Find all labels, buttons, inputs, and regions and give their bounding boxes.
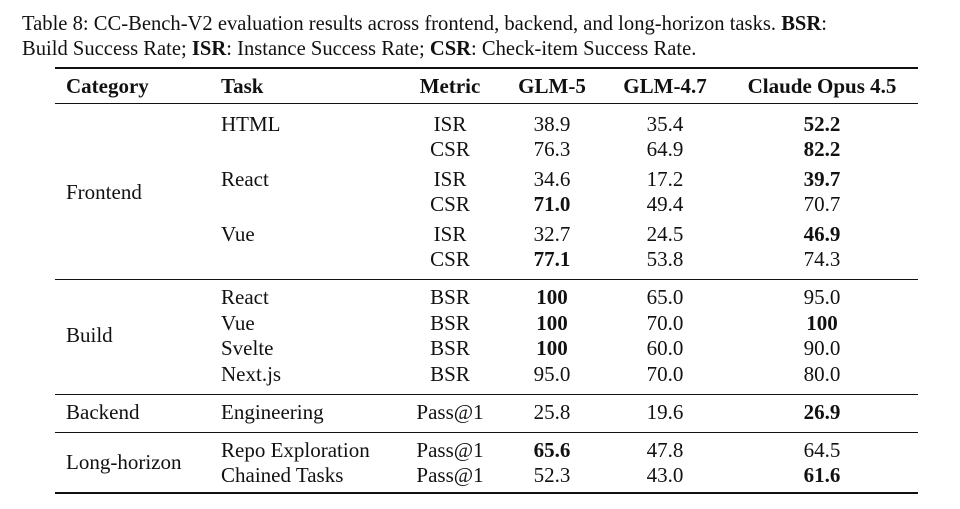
score: 82.2 [803,137,841,161]
score: 74.3 [803,247,841,271]
score: 65.0 [646,285,684,309]
table-rule [55,431,918,433]
category-name: Build [66,323,113,348]
task-name: Svelte [221,336,274,360]
score: 95.0 [803,285,841,309]
score: 49.4 [646,192,684,216]
score: 25.8 [533,399,571,424]
caption-text: : Check-item Success Rate. [471,38,697,60]
table-rule [55,393,918,395]
score: 90.0 [803,336,841,360]
score: 52.2 [803,112,841,136]
score: 76.3 [533,137,571,161]
score: 65.6 [533,437,571,462]
score: 47.8 [646,437,684,462]
score: 60.0 [646,336,684,360]
metric-name: BSR [430,336,470,360]
metric-name: ISR [433,167,467,191]
table-rule [55,492,918,494]
caption-text: Table 8: CC-Bench-V2 evaluation results … [22,13,782,35]
score: 61.6 [803,463,841,487]
score: 100 [536,285,568,309]
score: 95.0 [533,361,571,386]
score: 43.0 [646,463,684,487]
task-name: React [221,167,269,191]
score: 70.7 [803,192,841,216]
score: 26.9 [803,399,841,424]
score: 100 [536,310,568,335]
score: 52.3 [533,463,571,487]
metric-name: CSR [430,247,470,271]
score: 100 [806,310,838,335]
score: 100 [536,336,568,360]
metric-name: BSR [430,361,470,386]
category-name: Backend [66,399,140,424]
score: 34.6 [533,167,571,191]
metric-name: CSR [430,192,470,216]
metric-name: Pass@1 [416,399,484,424]
metric-name: ISR [433,222,467,246]
caption-text: : Instance Success Rate; [226,38,430,60]
score: 32.7 [533,222,571,246]
score: 35.4 [646,112,684,136]
score: 38.9 [533,112,571,136]
table-rule [55,279,918,281]
score: 53.8 [646,247,684,271]
metric-name: Pass@1 [416,463,484,487]
task-name: Chained Tasks [221,463,344,487]
caption-text: Build Success Rate; [22,38,192,60]
task-name: Next.js [221,361,282,386]
caption-line: Build Success Rate; ISR: Instance Succes… [22,37,696,61]
task-name: Engineering [221,399,324,424]
model-header: Claude Opus 4.5 [747,74,897,98]
caption-text: : [821,13,827,35]
score: 71.0 [533,192,571,216]
caption-text: CSR [429,38,472,60]
task-name: Vue [221,222,255,246]
task-name: HTML [221,112,281,136]
caption-text: BSR [781,13,822,35]
task-name: React [221,285,269,309]
category-name: Frontend [66,179,142,204]
score: 24.5 [646,222,684,246]
task-header: Task [221,74,264,98]
metric-name: ISR [433,112,467,136]
category-name: Long-horizon [66,450,182,475]
score: 39.7 [803,167,841,191]
table-rule [55,67,918,69]
score: 19.6 [646,399,684,424]
caption-text: ISR [191,38,227,60]
score: 17.2 [646,167,684,191]
task-name: Repo Exploration [221,437,370,462]
metric-name: BSR [430,310,470,335]
score: 46.9 [803,222,841,246]
category-header: Category [66,74,149,98]
caption-line: Table 8: CC-Bench-V2 evaluation results … [22,12,827,36]
score: 64.5 [803,437,841,462]
score: 70.0 [646,310,684,335]
score: 64.9 [646,137,684,161]
score: 77.1 [533,247,571,271]
metric-name: Pass@1 [416,437,484,462]
metric-header: Metric [419,74,481,98]
metric-name: CSR [430,137,470,161]
score: 70.0 [646,361,684,386]
score: 80.0 [803,361,841,386]
task-name: Vue [221,310,255,335]
model-header: GLM-4.7 [623,74,707,98]
metric-name: BSR [430,285,470,309]
model-header: GLM-5 [518,74,586,98]
table-rule [55,103,918,105]
